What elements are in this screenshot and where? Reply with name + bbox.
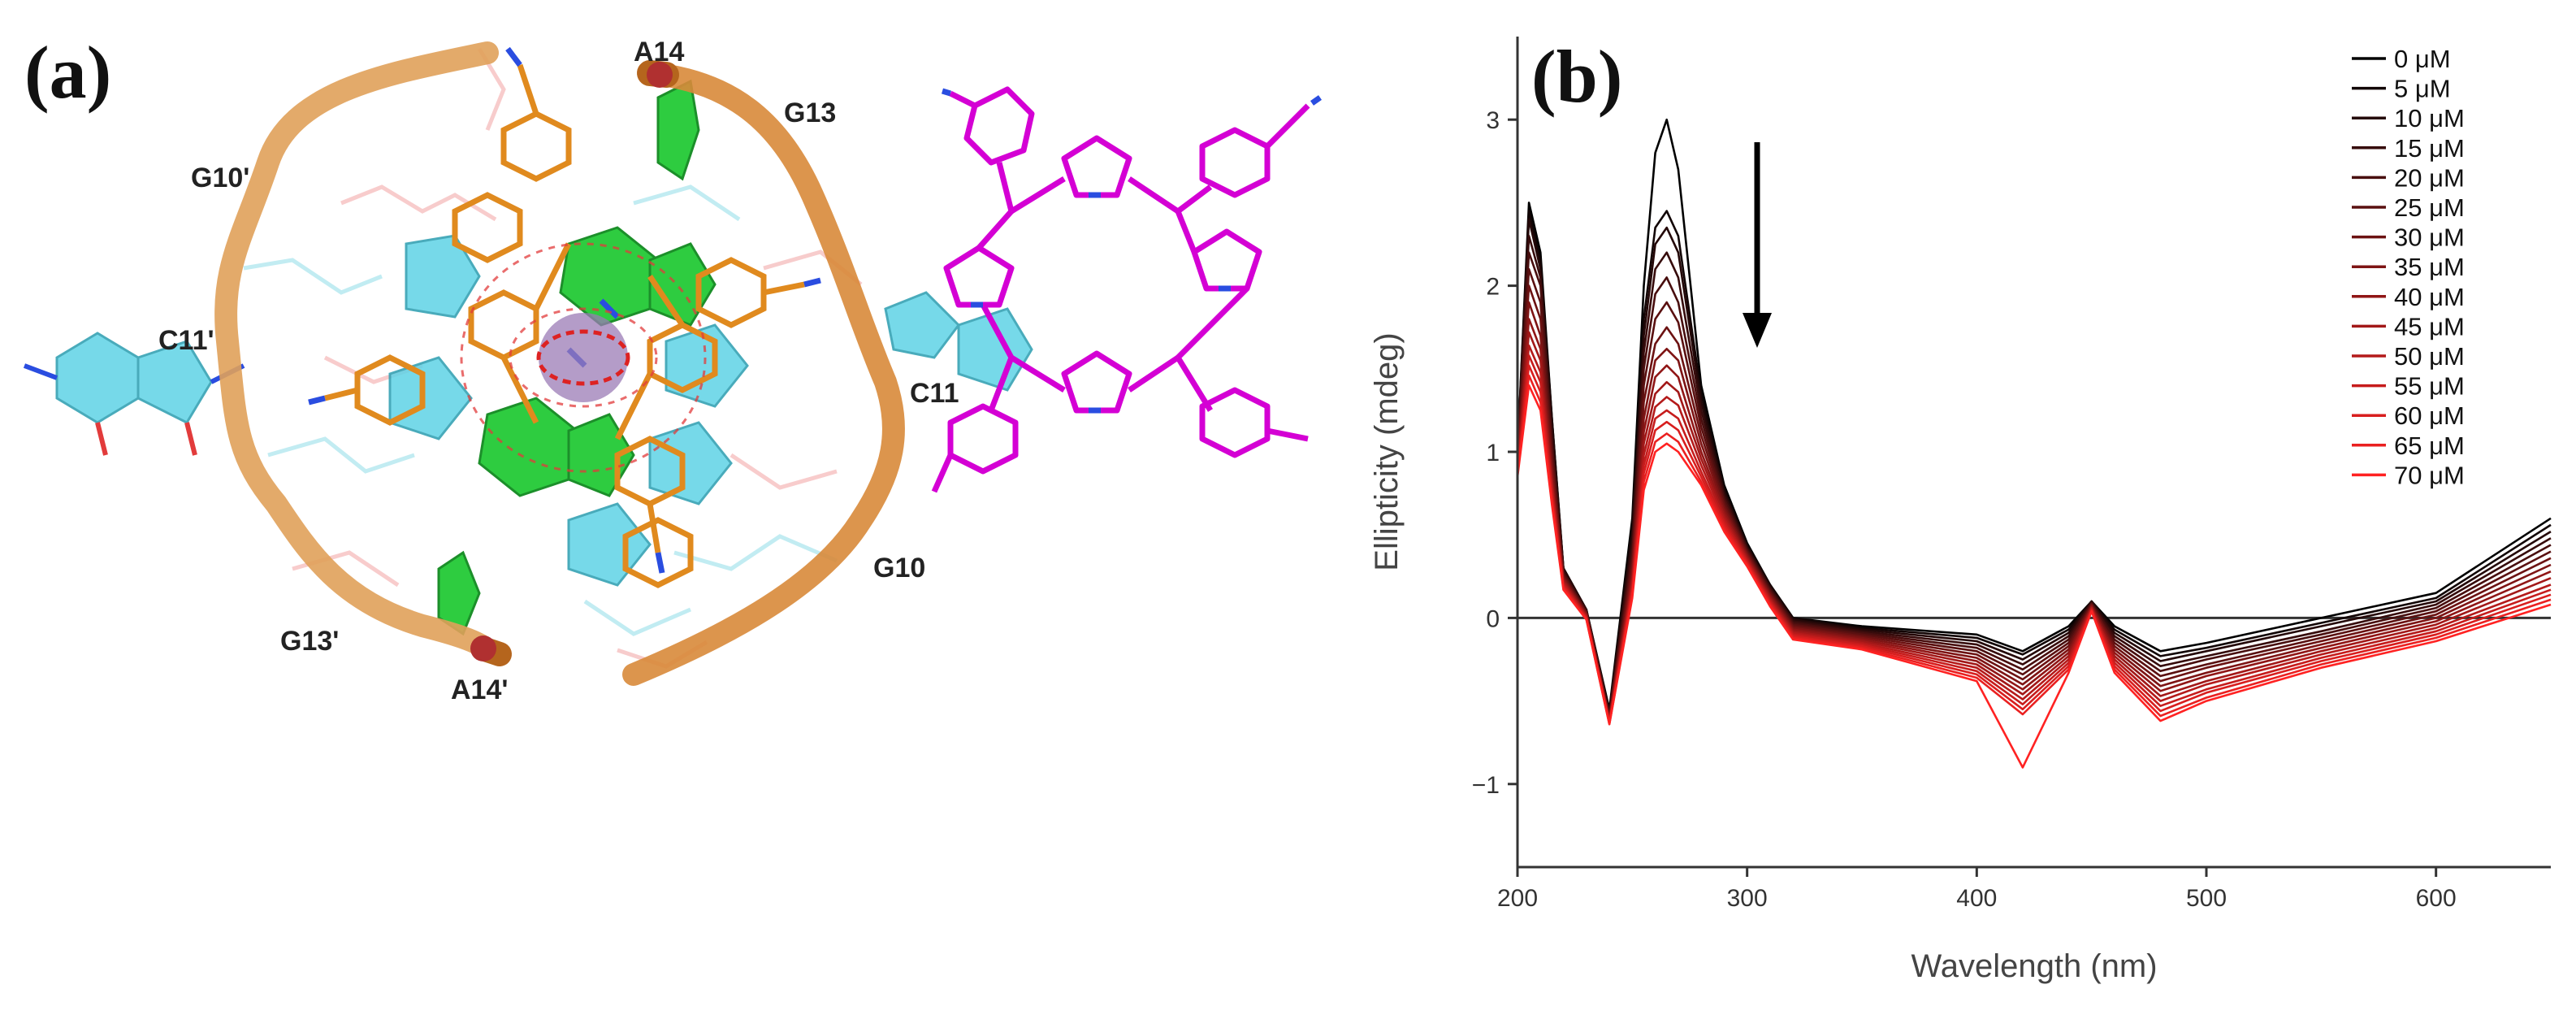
panel-a-label: (a): [24, 31, 111, 114]
x-tick-label: 200: [1497, 885, 1538, 912]
residue-label-g13prime: G13': [280, 626, 339, 657]
series-lines: [1516, 118, 2552, 769]
porphyrin-nitrogens: [941, 88, 1323, 414]
series-line-14: [1516, 384, 2552, 769]
residue-label-g10prime: G10': [191, 163, 249, 193]
a14-terminus-marker: [647, 62, 673, 88]
x-tick-label: 600: [2416, 885, 2457, 912]
legend-entry: 10 μM: [2394, 104, 2465, 132]
y-axis-title: Ellipticity (mdeg): [1369, 332, 1405, 570]
x-tick-label: 300: [1727, 885, 1768, 912]
legend-entry: 25 μM: [2394, 193, 2465, 222]
y-tick-label: 2: [1486, 274, 1500, 301]
cation-sphere: [539, 313, 628, 402]
legend-entry: 70 μM: [2394, 461, 2465, 489]
legend-entry: 20 μM: [2394, 163, 2465, 192]
residue-label-g10: G10: [873, 553, 925, 583]
legend-entry: 45 μM: [2394, 312, 2465, 341]
legend-entry: 40 μM: [2394, 283, 2465, 311]
x-axis-title: Wavelength (nm): [1911, 948, 2157, 984]
hydrogen-bond-network: [460, 242, 707, 473]
legend-entry: 60 μM: [2394, 401, 2465, 430]
y-tick-label: 3: [1486, 107, 1500, 134]
a14prime-terminus-marker: [470, 635, 496, 661]
residue-label-a14prime: A14': [451, 674, 508, 705]
panel-a-molecular-model: (a): [23, 31, 1323, 705]
legend-entry: 50 μM: [2394, 342, 2465, 371]
axes: −1 0 1 2 3 200 300 400 500 600: [1472, 37, 2551, 912]
decrease-arrow-annotation: [1743, 142, 1772, 348]
x-tick-label: 500: [2186, 885, 2227, 912]
legend-entry: 55 μM: [2394, 372, 2465, 401]
legend-entry: 65 μM: [2394, 432, 2465, 460]
y-tick-label: −1: [1472, 772, 1500, 799]
legend-entry: 15 μM: [2394, 134, 2465, 163]
cytosine-bases: [55, 234, 1033, 587]
legend-entry: 30 μM: [2394, 223, 2465, 252]
residue-label-c11: C11: [910, 378, 959, 409]
legend-entry: 35 μM: [2394, 253, 2465, 281]
cation-coordination-ring: [536, 329, 630, 386]
y-tick-label: 1: [1486, 440, 1500, 466]
core-ligand-sticks: [324, 63, 805, 588]
y-tick-label: 0: [1486, 605, 1500, 632]
residue-label-a14: A14: [634, 37, 684, 67]
x-tick-label: 400: [1956, 885, 1997, 912]
residue-label-c11prime: C11': [158, 325, 214, 356]
porphyrin-ligand: [931, 86, 1310, 493]
residue-label-g13: G13: [784, 98, 836, 128]
legend-entry: 5 μM: [2394, 75, 2451, 103]
panel-b-label: (b): [1531, 35, 1622, 118]
legend-entry: 0 μM: [2394, 45, 2451, 73]
